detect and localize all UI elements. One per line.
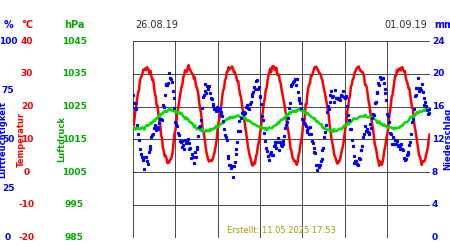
Text: 995: 995 xyxy=(65,200,84,209)
Text: 26.08.19: 26.08.19 xyxy=(135,20,178,30)
Text: 50: 50 xyxy=(2,135,14,144)
Text: °C: °C xyxy=(21,20,33,30)
Text: 1015: 1015 xyxy=(62,135,87,144)
Text: 1045: 1045 xyxy=(62,37,87,46)
Text: Luftdruck: Luftdruck xyxy=(58,116,67,162)
Text: 40: 40 xyxy=(21,37,33,46)
Text: 4: 4 xyxy=(432,200,438,209)
Text: Niederschlag: Niederschlag xyxy=(443,108,450,170)
Text: 1005: 1005 xyxy=(62,168,86,176)
Text: Erstellt: 11.05.2025 17:53: Erstellt: 11.05.2025 17:53 xyxy=(227,226,336,235)
Text: hPa: hPa xyxy=(64,20,85,30)
Text: -10: -10 xyxy=(19,200,35,209)
Text: 10: 10 xyxy=(21,135,33,144)
Text: 985: 985 xyxy=(65,233,84,242)
Text: 1035: 1035 xyxy=(62,70,87,78)
Text: mm/h: mm/h xyxy=(434,20,450,30)
Text: 0: 0 xyxy=(24,168,30,176)
Text: 12: 12 xyxy=(432,135,445,144)
Text: 20: 20 xyxy=(432,70,445,78)
Text: %: % xyxy=(3,20,13,30)
Text: 1025: 1025 xyxy=(62,102,87,111)
Text: Temperatur: Temperatur xyxy=(17,112,26,167)
Text: 01.09.19: 01.09.19 xyxy=(385,20,428,30)
Text: 0: 0 xyxy=(432,233,438,242)
Text: 16: 16 xyxy=(432,102,445,111)
Text: 75: 75 xyxy=(2,86,14,95)
Text: 100: 100 xyxy=(0,37,18,46)
Text: 8: 8 xyxy=(432,168,438,176)
Text: 30: 30 xyxy=(21,70,33,78)
Text: 24: 24 xyxy=(432,37,445,46)
Text: 20: 20 xyxy=(21,102,33,111)
Text: -20: -20 xyxy=(19,233,35,242)
Text: 25: 25 xyxy=(2,184,14,193)
Text: Luftfeuchtigkeit: Luftfeuchtigkeit xyxy=(0,101,8,178)
Text: 0: 0 xyxy=(5,233,11,242)
